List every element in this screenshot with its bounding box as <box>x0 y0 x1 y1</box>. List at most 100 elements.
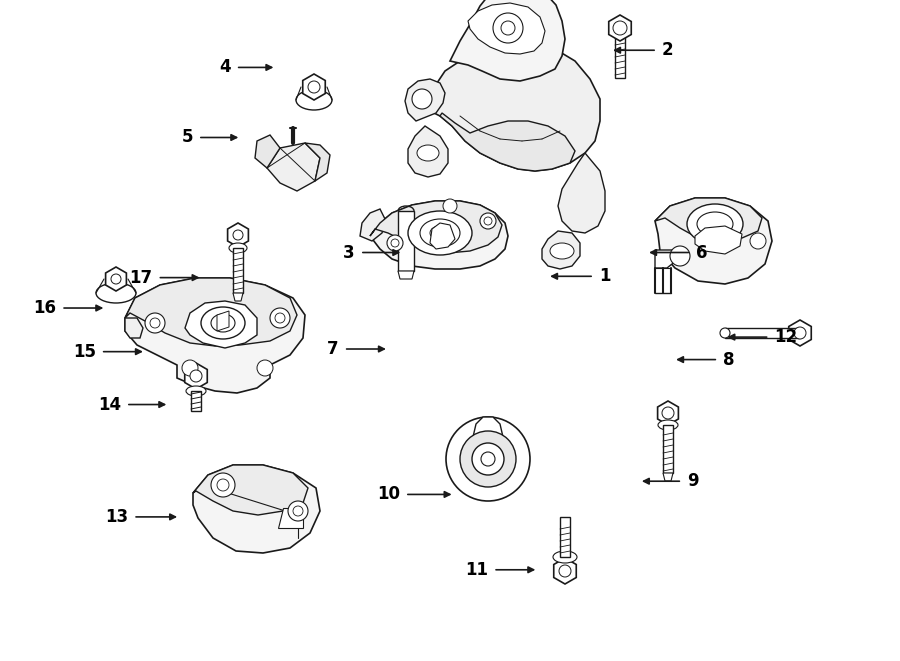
Polygon shape <box>468 3 545 54</box>
Polygon shape <box>554 558 576 584</box>
Circle shape <box>443 199 457 213</box>
Circle shape <box>670 246 690 266</box>
Bar <box>398 211 414 271</box>
Polygon shape <box>677 250 683 264</box>
Polygon shape <box>228 223 248 247</box>
Ellipse shape <box>550 243 574 259</box>
Polygon shape <box>370 201 502 253</box>
Polygon shape <box>440 113 575 171</box>
Circle shape <box>391 239 399 247</box>
Ellipse shape <box>417 145 439 161</box>
Circle shape <box>472 443 504 475</box>
Polygon shape <box>663 473 673 481</box>
Polygon shape <box>105 267 126 291</box>
Polygon shape <box>608 15 631 41</box>
Circle shape <box>275 313 285 323</box>
Text: 3: 3 <box>344 243 355 262</box>
Text: 6: 6 <box>697 243 707 262</box>
Bar <box>725 328 800 338</box>
Circle shape <box>460 431 516 487</box>
Polygon shape <box>125 318 143 338</box>
Polygon shape <box>695 226 742 254</box>
Circle shape <box>257 360 273 376</box>
Ellipse shape <box>211 314 235 332</box>
Circle shape <box>559 565 571 577</box>
Polygon shape <box>185 301 257 348</box>
Bar <box>615 33 625 78</box>
Polygon shape <box>267 143 320 191</box>
Circle shape <box>182 360 198 376</box>
Circle shape <box>111 274 121 284</box>
Bar <box>233 248 243 293</box>
Polygon shape <box>788 320 811 346</box>
Bar <box>663 425 673 473</box>
Circle shape <box>794 327 806 339</box>
Bar <box>191 391 201 411</box>
Text: 8: 8 <box>724 350 734 369</box>
Ellipse shape <box>720 328 730 338</box>
Polygon shape <box>542 231 580 269</box>
Ellipse shape <box>687 204 743 244</box>
Ellipse shape <box>408 211 472 255</box>
Circle shape <box>484 217 492 225</box>
Ellipse shape <box>553 551 577 563</box>
Polygon shape <box>655 198 772 284</box>
Polygon shape <box>450 0 565 81</box>
Circle shape <box>493 13 523 43</box>
Circle shape <box>308 81 320 93</box>
Ellipse shape <box>658 420 678 430</box>
Circle shape <box>481 452 495 466</box>
Text: 13: 13 <box>105 508 128 526</box>
Circle shape <box>750 233 766 249</box>
Polygon shape <box>655 250 677 268</box>
Polygon shape <box>420 46 600 171</box>
Circle shape <box>501 21 515 35</box>
Text: 11: 11 <box>465 561 488 579</box>
Circle shape <box>150 318 160 328</box>
Circle shape <box>446 417 530 501</box>
Text: 4: 4 <box>220 58 230 77</box>
Circle shape <box>211 473 235 497</box>
Text: 16: 16 <box>33 299 56 317</box>
Polygon shape <box>655 198 762 241</box>
Circle shape <box>412 89 432 109</box>
Polygon shape <box>305 143 330 181</box>
Ellipse shape <box>697 212 733 236</box>
Circle shape <box>190 370 202 382</box>
Polygon shape <box>125 278 297 346</box>
Text: 2: 2 <box>662 41 673 59</box>
Ellipse shape <box>430 226 450 240</box>
Text: 9: 9 <box>688 472 698 490</box>
Ellipse shape <box>201 307 245 339</box>
Circle shape <box>145 313 165 333</box>
Polygon shape <box>125 278 305 393</box>
Polygon shape <box>360 209 386 241</box>
Polygon shape <box>255 135 280 168</box>
Text: 1: 1 <box>599 267 610 286</box>
Ellipse shape <box>186 386 206 396</box>
Text: 14: 14 <box>98 395 121 414</box>
Polygon shape <box>558 153 605 233</box>
Text: 15: 15 <box>73 342 95 361</box>
Circle shape <box>288 501 308 521</box>
Polygon shape <box>302 74 325 100</box>
Text: 12: 12 <box>775 328 797 346</box>
Circle shape <box>613 21 627 35</box>
Polygon shape <box>430 223 455 249</box>
Circle shape <box>217 479 229 491</box>
Polygon shape <box>370 201 508 269</box>
Circle shape <box>233 230 243 240</box>
Polygon shape <box>473 417 503 437</box>
Text: 10: 10 <box>377 485 400 504</box>
Polygon shape <box>658 401 679 425</box>
Polygon shape <box>405 79 445 121</box>
Bar <box>560 517 570 557</box>
Circle shape <box>293 506 303 516</box>
Polygon shape <box>398 271 414 279</box>
Polygon shape <box>193 465 308 515</box>
Polygon shape <box>278 508 303 528</box>
Text: 17: 17 <box>130 268 152 287</box>
Text: 5: 5 <box>182 128 193 147</box>
Ellipse shape <box>296 90 332 110</box>
Polygon shape <box>233 293 243 301</box>
